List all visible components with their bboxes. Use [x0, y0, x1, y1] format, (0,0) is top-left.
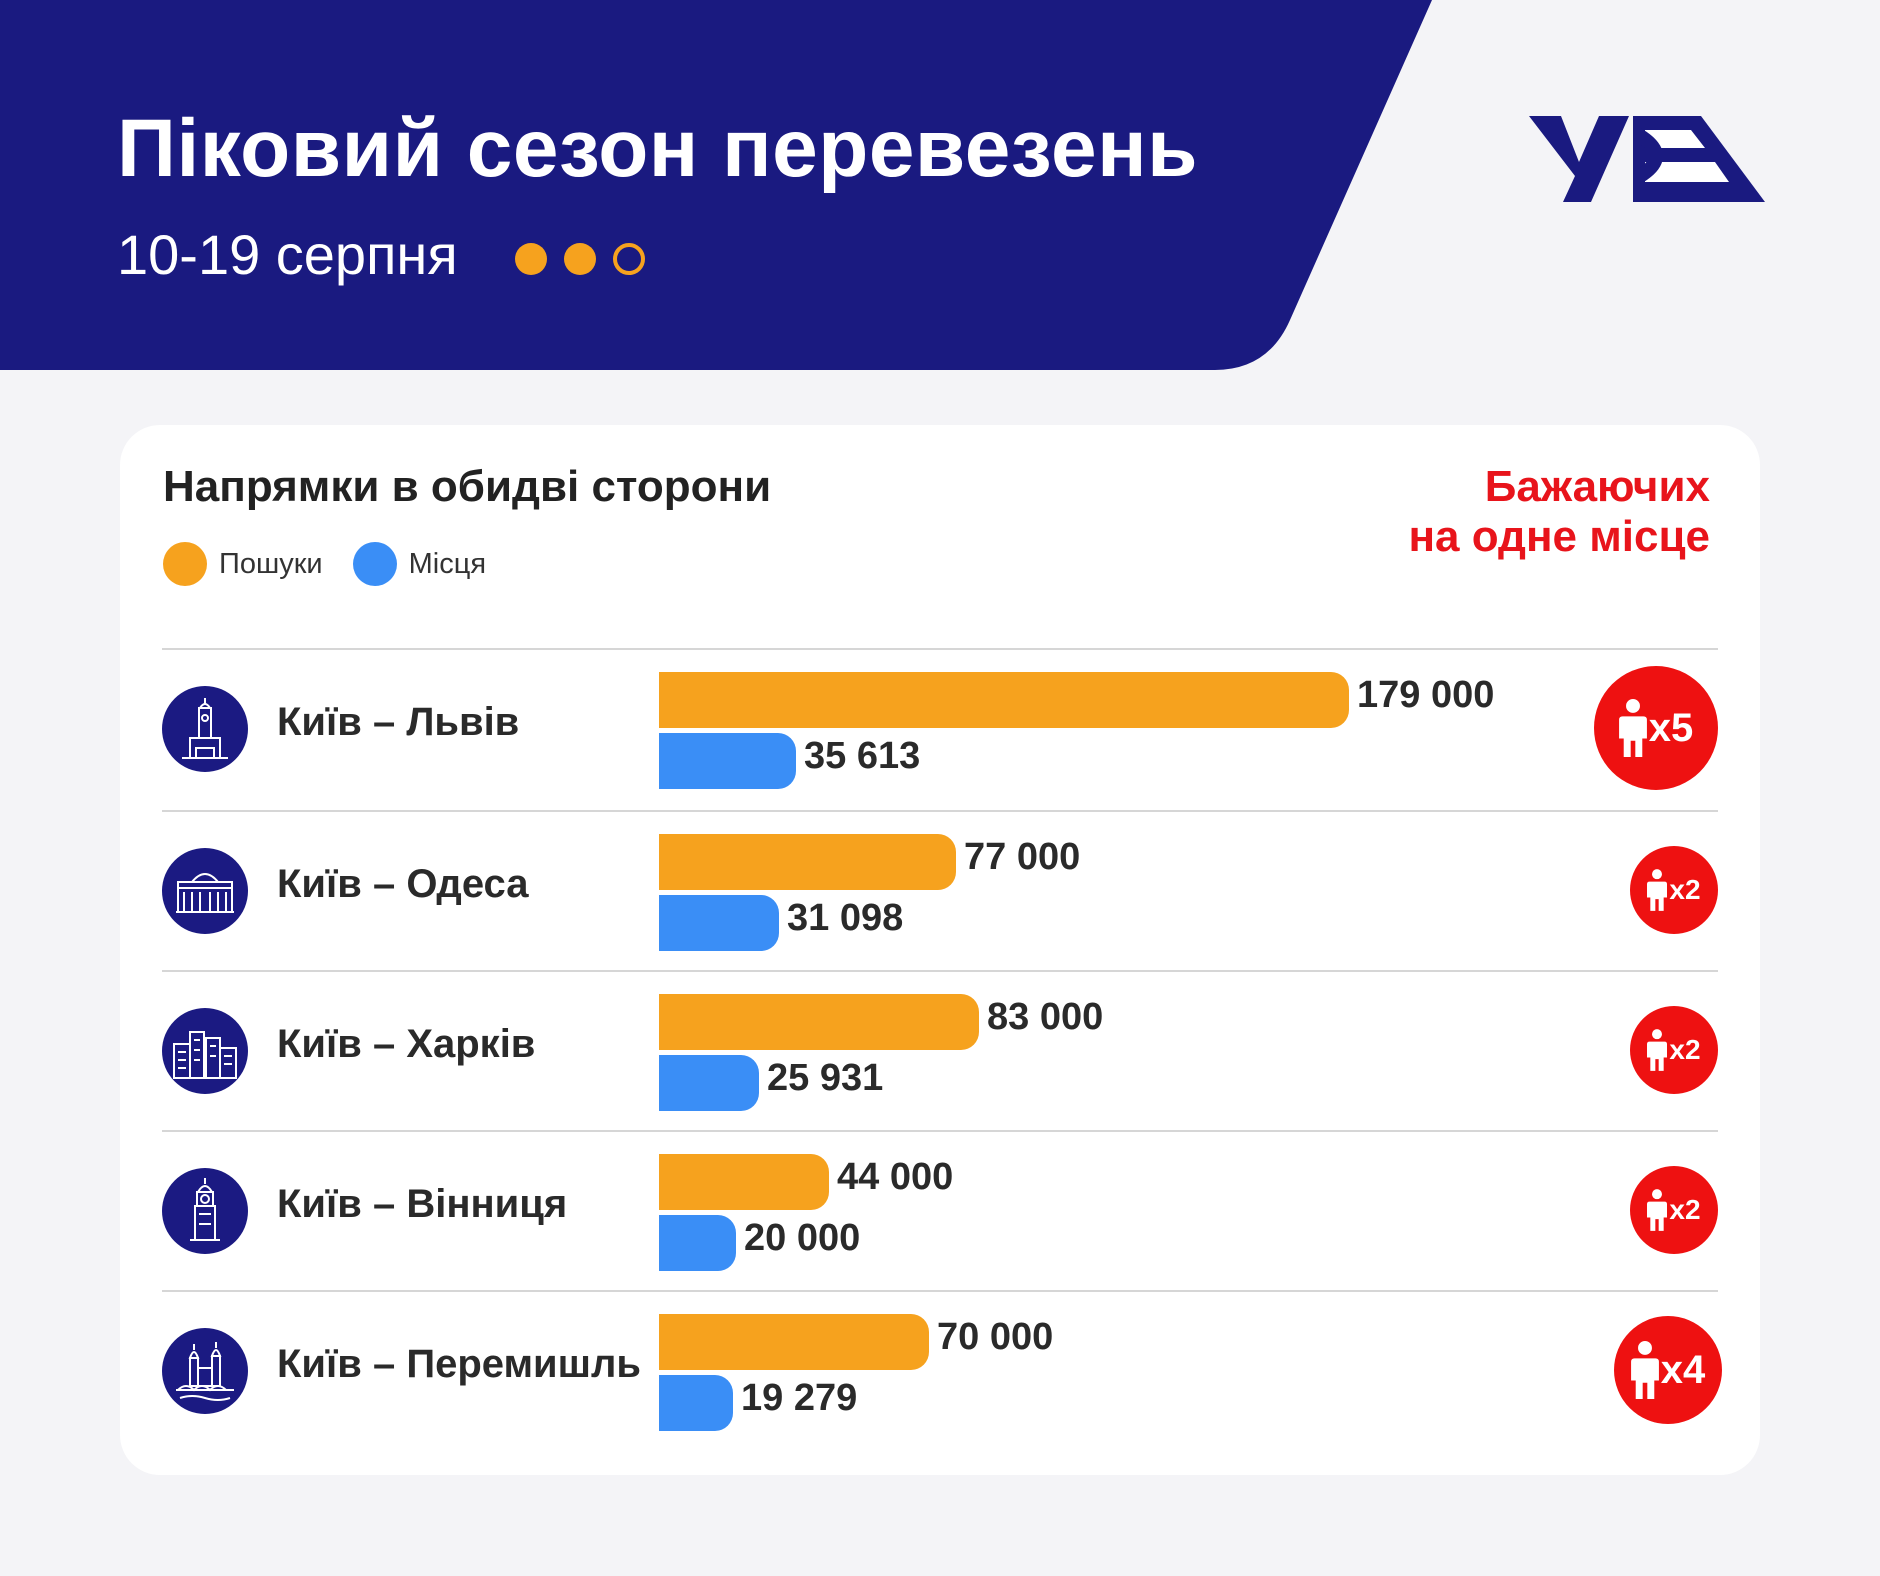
kharkiv-derzhprom-icon	[162, 1008, 248, 1094]
route-row: Київ – Львів 179 000 35 613 x5	[162, 648, 1718, 808]
ratio-badge: x5	[1594, 666, 1718, 790]
bar-seats	[659, 1055, 759, 1111]
bar-seats-value: 35 613	[804, 735, 921, 777]
bar-searches-value: 44 000	[837, 1156, 954, 1198]
route-label: Київ – Харків	[277, 1022, 536, 1066]
odesa-theatre-icon	[162, 848, 248, 934]
bar-seats-value: 31 098	[787, 897, 904, 939]
legend-item-searches: Пошуки	[163, 542, 323, 586]
uz-logo	[1529, 116, 1765, 202]
row-divider	[162, 1290, 1718, 1292]
bar-seats-value: 25 931	[767, 1057, 884, 1099]
bar-searches-value: 179 000	[1357, 674, 1495, 716]
ratio-badge: x4	[1614, 1316, 1722, 1424]
bar-seats-value: 19 279	[741, 1377, 858, 1419]
bar-searches-value: 70 000	[937, 1316, 1054, 1358]
page-title: Піковий сезон перевезень	[117, 103, 1199, 194]
legend-swatch-seats	[352, 542, 397, 586]
person-icon	[1618, 699, 1647, 757]
bar-searches	[659, 672, 1349, 728]
przemysl-cathedral-icon	[162, 1328, 248, 1414]
route-label: Київ – Одеса	[277, 862, 529, 906]
legend-label: Пошуки	[219, 547, 323, 580]
bar-seats-value: 20 000	[744, 1217, 861, 1259]
bar-searches	[659, 1154, 829, 1210]
ratio-header-line: на одне місце	[1408, 512, 1710, 561]
progress-dot-empty	[613, 243, 645, 275]
person-icon	[1647, 1029, 1668, 1071]
page-subtitle: 10-19 серпня	[117, 223, 458, 286]
progress-dot-filled	[564, 243, 596, 275]
row-divider	[162, 1130, 1718, 1132]
bar-searches-value: 83 000	[987, 996, 1104, 1038]
progress-dots	[515, 243, 645, 275]
bar-searches	[659, 1314, 929, 1370]
header-banner	[0, 0, 1432, 370]
legend-item-seats: Місця	[352, 542, 487, 586]
progress-dot-filled	[515, 243, 547, 275]
ratio-badge: x2	[1630, 846, 1718, 934]
person-icon	[1647, 1189, 1668, 1231]
row-divider	[162, 970, 1718, 972]
route-label: Київ – Перемишль	[277, 1342, 641, 1386]
lviv-tower-icon	[162, 686, 248, 772]
route-label: Київ – Львів	[277, 700, 520, 744]
route-row: Київ – Одеса 77 000 31 098 x2	[162, 810, 1718, 970]
route-label: Київ – Вінниця	[277, 1182, 568, 1226]
ratio-header: Бажаючих на одне місце	[1408, 462, 1710, 562]
chart-title: Напрямки в обидві сторони	[163, 462, 772, 511]
legend-label: Місця	[408, 547, 487, 580]
route-row: Київ – Харків 83 000 25 931 x2	[162, 970, 1718, 1130]
legend-swatch-searches	[163, 542, 207, 586]
route-row: Київ – Вінниця 44 000 20 000 x2	[162, 1130, 1718, 1290]
ratio-value: x2	[1669, 874, 1701, 905]
ratio-value: x2	[1669, 1194, 1701, 1225]
bar-searches-value: 77 000	[964, 836, 1081, 878]
bar-seats	[659, 895, 779, 951]
person-icon	[1647, 869, 1668, 911]
bar-seats	[659, 733, 796, 789]
row-divider	[162, 648, 1718, 650]
route-row: Київ – Перемишль 70 000 19 279 x4	[162, 1290, 1722, 1450]
vinnytsia-water-tower-icon	[162, 1168, 248, 1254]
person-icon	[1630, 1341, 1659, 1399]
bar-searches	[659, 994, 979, 1050]
ratio-value: x5	[1648, 705, 1694, 750]
bar-seats	[659, 1215, 736, 1271]
ratio-badge: x2	[1630, 1166, 1718, 1254]
row-divider	[162, 810, 1718, 812]
ratio-badge: x2	[1630, 1006, 1718, 1094]
bar-searches	[659, 834, 956, 890]
chart-card	[120, 425, 1760, 1475]
legend: Пошуки Місця	[163, 542, 516, 586]
ratio-header-line: Бажаючих	[1484, 462, 1710, 511]
ratio-value: x4	[1660, 1347, 1706, 1392]
bar-seats	[659, 1375, 733, 1431]
ratio-value: x2	[1669, 1034, 1701, 1065]
